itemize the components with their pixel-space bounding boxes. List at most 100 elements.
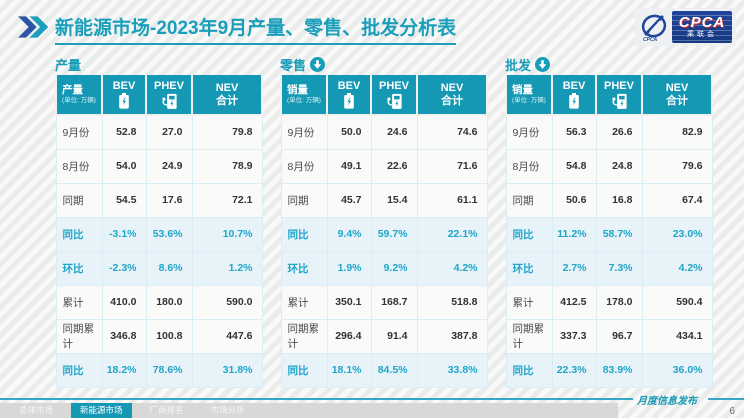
cell-value: 447.6: [191, 318, 263, 354]
nev-column-label-line1: NEV: [665, 81, 689, 94]
table-row: 同比 22.3% 83.9% 36.0%: [505, 352, 713, 388]
table-header-row: 销量 (单位: 万辆) BEV: [505, 75, 713, 116]
footer-tab-新能源市场[interactable]: 新能源市场: [71, 403, 132, 418]
phev-column-header: PHEV: [370, 75, 418, 116]
table-row: 8月份 54.0 24.9 78.9: [55, 148, 263, 184]
title-bar: 新能源市场-2023年9月产量、零售、批发分析表: [18, 13, 634, 45]
cell-value: 17.6: [145, 182, 193, 218]
cell-value: 296.4: [326, 318, 372, 354]
row-label: 同期累计: [280, 318, 328, 354]
table-row: 同比 11.2% 58.7% 23.0%: [505, 216, 713, 252]
table-row: 同期累计 346.8 100.8 447.6: [55, 318, 263, 354]
row-label: 9月份: [505, 114, 553, 150]
table-row: 同比 9.4% 59.7% 22.1%: [280, 216, 488, 252]
cell-value: 410.0: [101, 284, 147, 320]
row-label: 累计: [280, 284, 328, 320]
table-row: 同期 50.6 16.8 67.4: [505, 182, 713, 218]
corner-unit: (单位: 万辆): [287, 97, 321, 104]
bev-column-header: BEV: [551, 75, 597, 116]
table-section-2: 零售 销量 (单位: 万辆) BEV: [280, 55, 488, 388]
table-row: 同期 54.5 17.6 72.1: [55, 182, 263, 218]
cell-value: 412.5: [551, 284, 597, 320]
row-label: 8月份: [55, 148, 103, 184]
cell-value: 56.3: [551, 114, 597, 150]
cell-value: 24.6: [370, 114, 418, 150]
cell-value: -2.3%: [101, 250, 147, 286]
cpca-logo-cn-text: 乘联会: [687, 31, 717, 38]
table-section-1: 产量 产量 (单位: 万辆) BEV: [55, 55, 263, 388]
row-label: 同期: [280, 182, 328, 218]
cell-value: 337.3: [551, 318, 597, 354]
table-row: 8月份 49.1 22.6 71.6: [280, 148, 488, 184]
double-chevron-icon: [18, 16, 49, 38]
cell-value: 180.0: [145, 284, 193, 320]
cell-value: 434.1: [641, 318, 713, 354]
cell-value: 72.1: [191, 182, 263, 218]
phev-column-header: PHEV: [595, 75, 643, 116]
battery-icon: [569, 93, 579, 109]
battery-icon: [119, 93, 129, 109]
nev-column-label-line2: 合计: [216, 94, 238, 107]
nev-column-header: NEV 合计: [416, 75, 488, 116]
cell-value: 590.4: [641, 284, 713, 320]
corner-header-cell: 销量 (单位: 万辆): [505, 75, 553, 116]
cell-value: 54.8: [551, 148, 597, 184]
table-row: 9月份 52.8 27.0 79.8: [55, 114, 263, 150]
table-body: 9月份 52.8 27.0 79.8 8月份 54.0 24.9 78.9 同期 54.5 17.6…: [55, 114, 263, 388]
section-head: 批发: [505, 55, 711, 74]
cell-value: 31.8%: [191, 352, 263, 388]
cell-value: 22.6: [370, 148, 418, 184]
row-label: 同期: [505, 182, 553, 218]
cpca-logo: CPCA CPCA 乘联会: [635, 8, 736, 46]
bev-column-label: BEV: [112, 80, 136, 92]
cell-value: 24.8: [595, 148, 643, 184]
page-title-rest: -2023年9月产量、零售、批发分析表: [150, 18, 457, 39]
cell-value: 50.0: [326, 114, 372, 150]
cell-value: 518.8: [416, 284, 488, 320]
cell-value: 168.7: [370, 284, 418, 320]
release-note: 月度信息发布: [637, 396, 697, 407]
nev-column-label-line1: NEV: [440, 81, 464, 94]
cpca-logo-box: CPCA 乘联会: [672, 11, 732, 43]
table-row: 累计 410.0 180.0 590.0: [55, 284, 263, 320]
page-title: 新能源市场-2023年9月产量、零售、批发分析表: [55, 13, 457, 45]
nev-column-label-line1: NEV: [215, 81, 239, 94]
row-label: 同期累计: [55, 318, 103, 354]
table-row: 累计 412.5 178.0 590.4: [505, 284, 713, 320]
table-body: 9月份 56.3 26.6 82.9 8月份 54.8 24.8 79.6 同期 50.6 16.8…: [505, 114, 713, 388]
cell-value: 78.6%: [145, 352, 193, 388]
table-row: 累计 350.1 168.7 518.8: [280, 284, 488, 320]
footer-tab-总体市场[interactable]: 总体市场: [19, 405, 54, 415]
cell-value: 18.2%: [101, 352, 147, 388]
section-title: 批发: [505, 58, 532, 73]
bev-column-header: BEV: [101, 75, 147, 116]
row-label: 累计: [55, 284, 103, 320]
cpca-emblem-icon: CPCA: [641, 14, 667, 42]
table-row: 同比 18.1% 84.5% 33.8%: [280, 352, 488, 388]
cell-value: 49.1: [326, 148, 372, 184]
table-row: 同期累计 296.4 91.4 387.8: [280, 318, 488, 354]
cell-value: 15.4: [370, 182, 418, 218]
cell-value: 590.0: [191, 284, 263, 320]
cell-value: 16.8: [595, 182, 643, 218]
row-label: 同比: [505, 216, 553, 252]
cell-value: 346.8: [101, 318, 147, 354]
footer-tab-厂商排名[interactable]: 厂商排名: [149, 405, 184, 415]
tables-row: 产量 产量 (单位: 万辆) BEV: [55, 55, 713, 388]
svg-text:CPCA: CPCA: [643, 37, 658, 42]
down-arrow-icon: [535, 57, 551, 72]
cell-value: 22.1%: [416, 216, 488, 252]
cell-value: 27.0: [145, 114, 193, 150]
cell-value: 178.0: [595, 284, 643, 320]
row-label: 累计: [505, 284, 553, 320]
cell-value: 52.8: [101, 114, 147, 150]
cell-value: -3.1%: [101, 216, 147, 252]
section-head: 零售: [280, 55, 486, 74]
table-row: 环比 2.7% 7.3% 4.2%: [505, 250, 713, 286]
cpca-logo-text: CPCA: [678, 14, 726, 31]
row-label: 同比: [280, 352, 328, 388]
row-label: 环比: [55, 250, 103, 286]
table-section-3: 批发 销量 (单位: 万辆) BEV: [505, 55, 713, 388]
table-row: 8月份 54.8 24.8 79.6: [505, 148, 713, 184]
footer-tab-市场分析[interactable]: 市场分析: [210, 405, 245, 415]
